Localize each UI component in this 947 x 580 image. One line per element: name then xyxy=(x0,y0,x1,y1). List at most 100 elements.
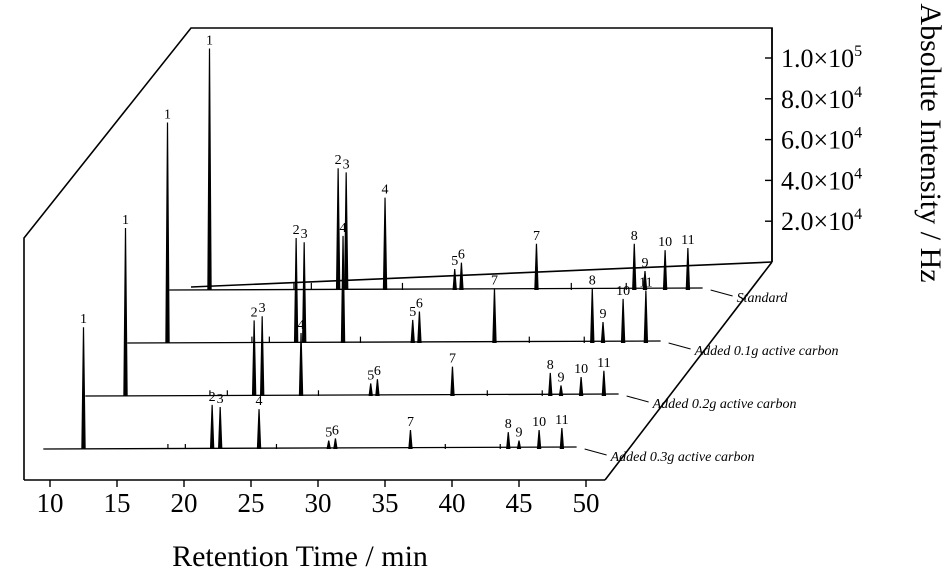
y-tick-label: 2.0×104 xyxy=(781,206,862,236)
x-axis-title: Retention Time / min xyxy=(172,540,428,573)
peak-label: 11 xyxy=(597,356,610,371)
peak-label: 4 xyxy=(340,221,347,236)
peak-line xyxy=(600,321,606,344)
peak-line xyxy=(536,430,542,450)
peak-label: 6 xyxy=(458,248,465,263)
box-back-baseline xyxy=(190,261,773,288)
peak-line xyxy=(590,288,595,344)
peak-line xyxy=(326,440,331,450)
peak-label: 9 xyxy=(558,371,565,386)
x-tick-label: 10 xyxy=(37,488,64,518)
x-tick-label: 40 xyxy=(439,488,466,518)
peak-label: 1 xyxy=(80,312,87,327)
peak-label: 4 xyxy=(382,183,389,198)
peak-line xyxy=(548,372,553,397)
peak-label: 10 xyxy=(658,235,672,250)
peak-label: 7 xyxy=(407,415,414,430)
peak-label: 8 xyxy=(589,273,596,288)
x-tick-label: 30 xyxy=(305,488,332,518)
peak-line xyxy=(559,427,565,450)
y-axis-title: Absolute Intensity / Hz xyxy=(914,3,947,282)
peak-line xyxy=(685,247,691,291)
peak-line xyxy=(534,243,539,291)
trace-baseline xyxy=(43,446,577,450)
peak-line xyxy=(516,440,522,450)
peak-label: 11 xyxy=(681,233,694,248)
x-tick-label: 20 xyxy=(171,488,198,518)
peak-label: 2 xyxy=(251,305,258,320)
peak-line xyxy=(558,385,564,397)
peak-label: 4 xyxy=(298,318,305,333)
peak-label: 10 xyxy=(532,415,546,430)
peak-line xyxy=(601,370,607,397)
peak-label: 5 xyxy=(325,426,332,441)
peak-label: 9 xyxy=(516,426,523,441)
peak-label: 5 xyxy=(367,368,374,383)
peak-label: 8 xyxy=(505,417,512,432)
series-leader xyxy=(626,395,649,403)
x-tick-label: 15 xyxy=(104,488,131,518)
trace-baseline xyxy=(85,393,619,397)
x-tick-label: 35 xyxy=(372,488,399,518)
series-leader xyxy=(584,448,607,456)
peak-line xyxy=(343,172,349,291)
peak-line xyxy=(259,316,265,397)
x-tick-label: 50 xyxy=(573,488,600,518)
peak-line xyxy=(217,406,223,450)
peak-line xyxy=(298,332,304,397)
peak-label: 7 xyxy=(449,352,456,367)
peak-line xyxy=(251,320,257,397)
peak-label: 6 xyxy=(374,364,381,379)
peak-line xyxy=(375,379,380,397)
peak-label: 3 xyxy=(259,301,266,316)
series-label: Added 0.3g active carbon xyxy=(610,450,755,465)
peak-line xyxy=(408,430,413,450)
peak-label: 6 xyxy=(332,424,339,439)
x-tick-label: 25 xyxy=(238,488,265,518)
peak-line xyxy=(382,197,388,291)
peak-label: 9 xyxy=(642,256,649,271)
peak-label: 4 xyxy=(256,394,263,409)
peak-line xyxy=(506,432,511,450)
x-tick-label: 45 xyxy=(506,488,533,518)
peak-label: 3 xyxy=(343,157,350,172)
peak-line xyxy=(662,250,668,291)
peak-line xyxy=(293,237,299,344)
peak-label: 2 xyxy=(335,153,342,168)
peak-line xyxy=(578,377,584,397)
peak-label: 2 xyxy=(293,223,300,238)
peak-line xyxy=(459,262,464,291)
peak-line xyxy=(417,311,422,344)
peak-label: 1 xyxy=(164,108,171,123)
trace-baseline xyxy=(169,287,703,291)
x-axis-ticks: 10 15 20 25 30 35 40 45 50 xyxy=(37,480,600,518)
peak-line xyxy=(335,168,341,291)
peak-label: 3 xyxy=(217,392,224,407)
peak-label: 11 xyxy=(639,276,652,291)
peak-label: 11 xyxy=(555,413,568,428)
peak-line xyxy=(642,271,648,291)
peak-label: 7 xyxy=(491,273,498,288)
peak-label: 8 xyxy=(631,229,638,244)
trace-baseline xyxy=(127,340,661,344)
series-label: Added 0.1g active carbon xyxy=(694,344,839,359)
peak-line xyxy=(207,48,212,291)
peak-label: 10 xyxy=(574,362,588,377)
peak-line xyxy=(81,327,86,450)
series-leader xyxy=(668,342,691,350)
y-tick-label: 8.0×104 xyxy=(781,84,862,114)
peak-line xyxy=(632,243,637,291)
y-tick-label: 6.0×104 xyxy=(781,125,862,155)
peak-line xyxy=(209,404,215,450)
peak-label: 8 xyxy=(547,358,554,373)
peak-label: 1 xyxy=(206,34,213,49)
peak-label: 5 xyxy=(451,254,458,269)
peak-label: 2 xyxy=(209,390,216,405)
peak-label: 6 xyxy=(416,297,423,312)
